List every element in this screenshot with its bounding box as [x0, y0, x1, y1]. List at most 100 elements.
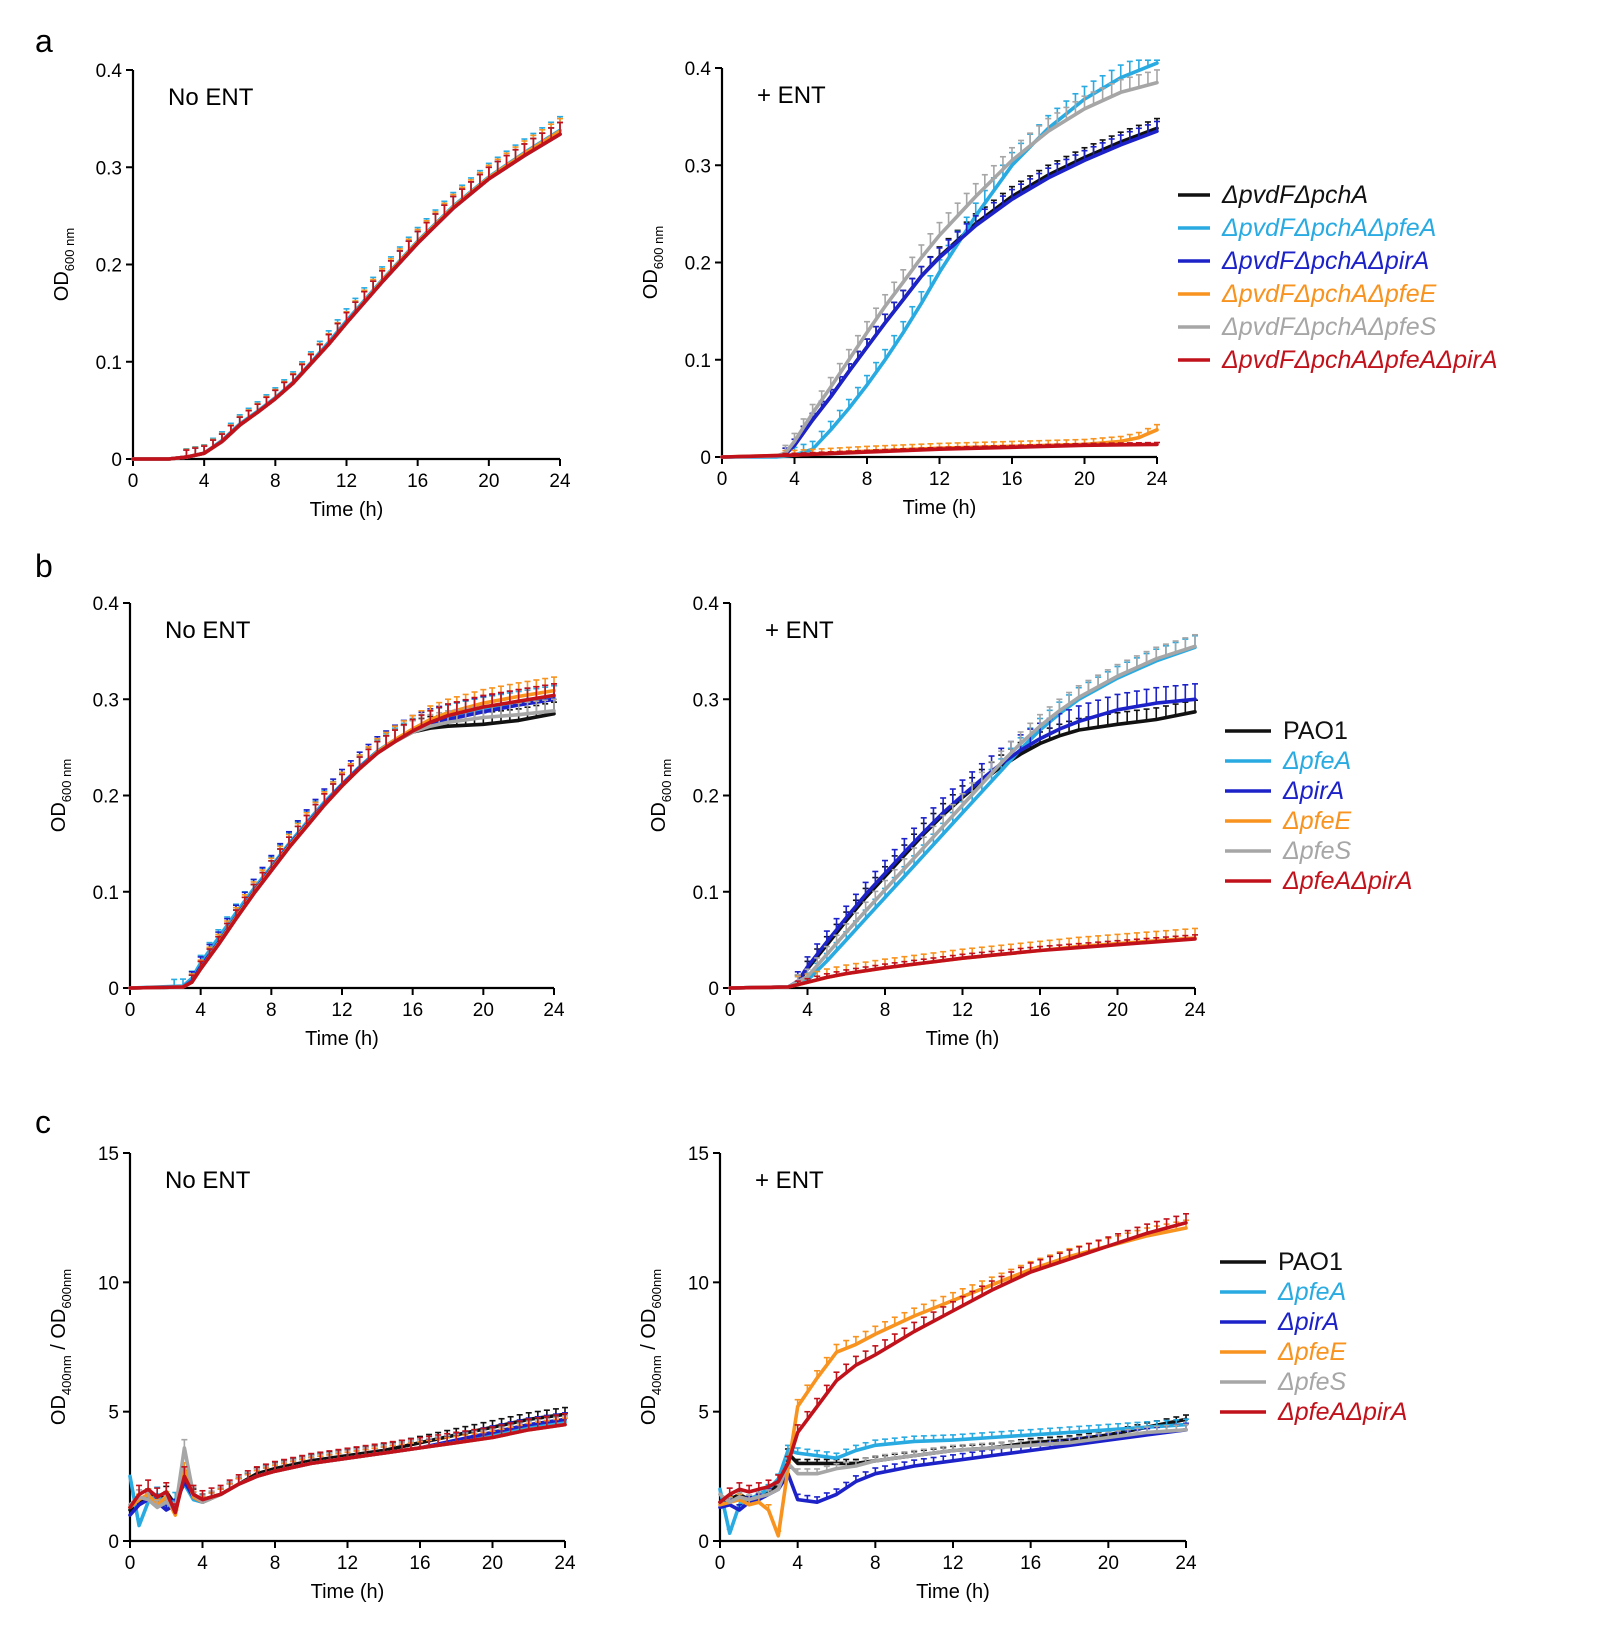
x-tick-label: 16	[1029, 1000, 1050, 1021]
x-tick-label: 16	[1001, 469, 1022, 490]
series-line	[718, 1428, 1188, 1504]
y-axis-title: OD600 nm	[51, 228, 77, 301]
y-tick-label: 15	[98, 1144, 119, 1165]
y-axis-title: OD600 nm	[648, 759, 674, 832]
y-tick-label: 0.4	[693, 594, 720, 615]
x-tick-label: 4	[199, 471, 210, 492]
legend-label: ΔpfeAΔpirA	[1282, 867, 1412, 895]
legend-label: ΔpvdFΔpchAΔpfeS	[1221, 313, 1437, 341]
condition-label: + ENT	[765, 617, 834, 644]
series-line	[720, 442, 1159, 459]
y-tick-label: 0.3	[693, 690, 719, 711]
series-5	[718, 1212, 1189, 1504]
x-axis-title: Time (h)	[310, 499, 384, 521]
series-5	[128, 683, 557, 990]
series-line	[128, 695, 556, 990]
x-tick-label: 20	[478, 471, 499, 492]
x-tick-label: 12	[337, 1553, 358, 1574]
legend-label: ΔpirA	[1282, 777, 1344, 805]
panel-letter-c: c	[35, 1104, 51, 1140]
y-tick-label: 0.2	[93, 787, 119, 808]
chart-c-left: 0 4 8 12 16 20 24 0 5 10 15 Time (h) OD400nm / OD600…	[48, 1144, 576, 1603]
x-tick-label: 12	[942, 1553, 963, 1574]
series-5	[128, 1412, 568, 1515]
x-tick-label: 16	[1020, 1553, 1041, 1574]
series-5	[131, 121, 563, 461]
legend-label: ΔpfeA	[1277, 1278, 1346, 1306]
y-tick-label: 0.4	[685, 59, 712, 80]
chart-a-right: 0 4 8 12 16 20 24 0 0.1 0.2 0.3 0.4 Time (h) OD600 nm…	[640, 59, 1498, 519]
legend-label: ΔpvdFΔpchA	[1221, 181, 1368, 209]
y-tick-label: 0.4	[93, 594, 120, 615]
series-4	[718, 1423, 1189, 1504]
series-1	[720, 59, 1160, 459]
series-line	[728, 697, 1197, 990]
series-1	[128, 684, 557, 990]
x-axis-title: Time (h)	[916, 1581, 990, 1603]
y-axis-title: OD400nm / OD600nm	[48, 1269, 74, 1425]
condition-label: No ENT	[165, 1167, 251, 1194]
x-tick-label: 4	[195, 1000, 206, 1021]
x-tick-label: 20	[473, 1000, 494, 1021]
y-tick-label: 0.2	[96, 256, 122, 277]
y-tick-label: 0.2	[685, 254, 711, 275]
x-tick-label: 4	[197, 1553, 208, 1574]
y-tick-label: 0.4	[96, 61, 123, 82]
x-tick-label: 0	[125, 1000, 136, 1021]
x-tick-label: 0	[717, 469, 728, 490]
x-tick-label: 8	[270, 1553, 281, 1574]
y-tick-label: 10	[688, 1273, 709, 1294]
x-tick-label: 16	[402, 1000, 423, 1021]
y-axis-title: OD600 nm	[640, 226, 666, 299]
series-line	[718, 1226, 1188, 1538]
x-axis-title: Time (h)	[305, 1028, 379, 1050]
condition-label: + ENT	[757, 82, 826, 109]
x-tick-label: 8	[862, 469, 873, 490]
legend-label: ΔpfeE	[1277, 1338, 1347, 1366]
legend-label: ΔpirA	[1277, 1308, 1339, 1336]
series-line	[131, 132, 562, 461]
x-tick-label: 20	[1074, 469, 1095, 490]
x-axis-title: Time (h)	[903, 497, 977, 519]
series-line	[128, 693, 556, 990]
x-tick-label: 24	[1175, 1553, 1197, 1574]
x-tick-label: 12	[331, 1000, 352, 1021]
y-tick-label: 0.3	[93, 690, 119, 711]
y-tick-label: 0	[700, 448, 711, 469]
series-line	[718, 1428, 1188, 1512]
y-tick-label: 5	[108, 1403, 119, 1424]
series-line	[128, 708, 556, 990]
x-tick-label: 24	[549, 471, 571, 492]
y-tick-label: 0	[698, 1532, 709, 1553]
x-tick-label: 8	[870, 1553, 881, 1574]
condition-label: + ENT	[755, 1167, 824, 1194]
condition-label: No ENT	[165, 617, 251, 644]
x-axis-title: Time (h)	[926, 1028, 1000, 1050]
x-tick-label: 8	[880, 1000, 891, 1021]
x-tick-label: 16	[409, 1553, 430, 1574]
y-tick-label: 0.1	[93, 883, 119, 904]
y-tick-label: 0	[108, 979, 119, 1000]
legend: ΔpvdFΔpchA ΔpvdFΔpchAΔpfeA ΔpvdFΔpchAΔpirA…	[1178, 181, 1498, 374]
x-tick-label: 4	[789, 469, 800, 490]
chart-b-left: 0 4 8 12 16 20 24 0 0.1 0.2 0.3 0.4 Time (h) OD600 nm…	[48, 594, 565, 1050]
x-tick-label: 12	[952, 1000, 973, 1021]
series-line	[718, 1221, 1188, 1504]
series-line	[131, 132, 562, 461]
series-line	[728, 644, 1197, 990]
x-tick-label: 12	[336, 471, 357, 492]
series-line	[128, 697, 556, 990]
series-line	[720, 129, 1159, 459]
x-tick-label: 0	[715, 1553, 726, 1574]
series-5	[720, 441, 1160, 459]
chart-a-left: 0 4 8 12 16 20 24 0 0.1 0.2 0.3 0.4 Time (h) OD600 nm…	[51, 61, 571, 521]
x-tick-label: 0	[125, 1553, 136, 1574]
series-4	[728, 633, 1198, 990]
legend-label: ΔpfeS	[1282, 837, 1352, 865]
x-tick-label: 24	[543, 1000, 565, 1021]
x-tick-label: 24	[1184, 1000, 1206, 1021]
series-line	[131, 132, 562, 461]
y-axis-title: OD400nm / OD600nm	[638, 1269, 664, 1425]
x-tick-label: 0	[725, 1000, 736, 1021]
chart-c-right: 0 4 8 12 16 20 24 0 5 10 15 Time (h) OD400nm / OD600…	[638, 1144, 1407, 1603]
